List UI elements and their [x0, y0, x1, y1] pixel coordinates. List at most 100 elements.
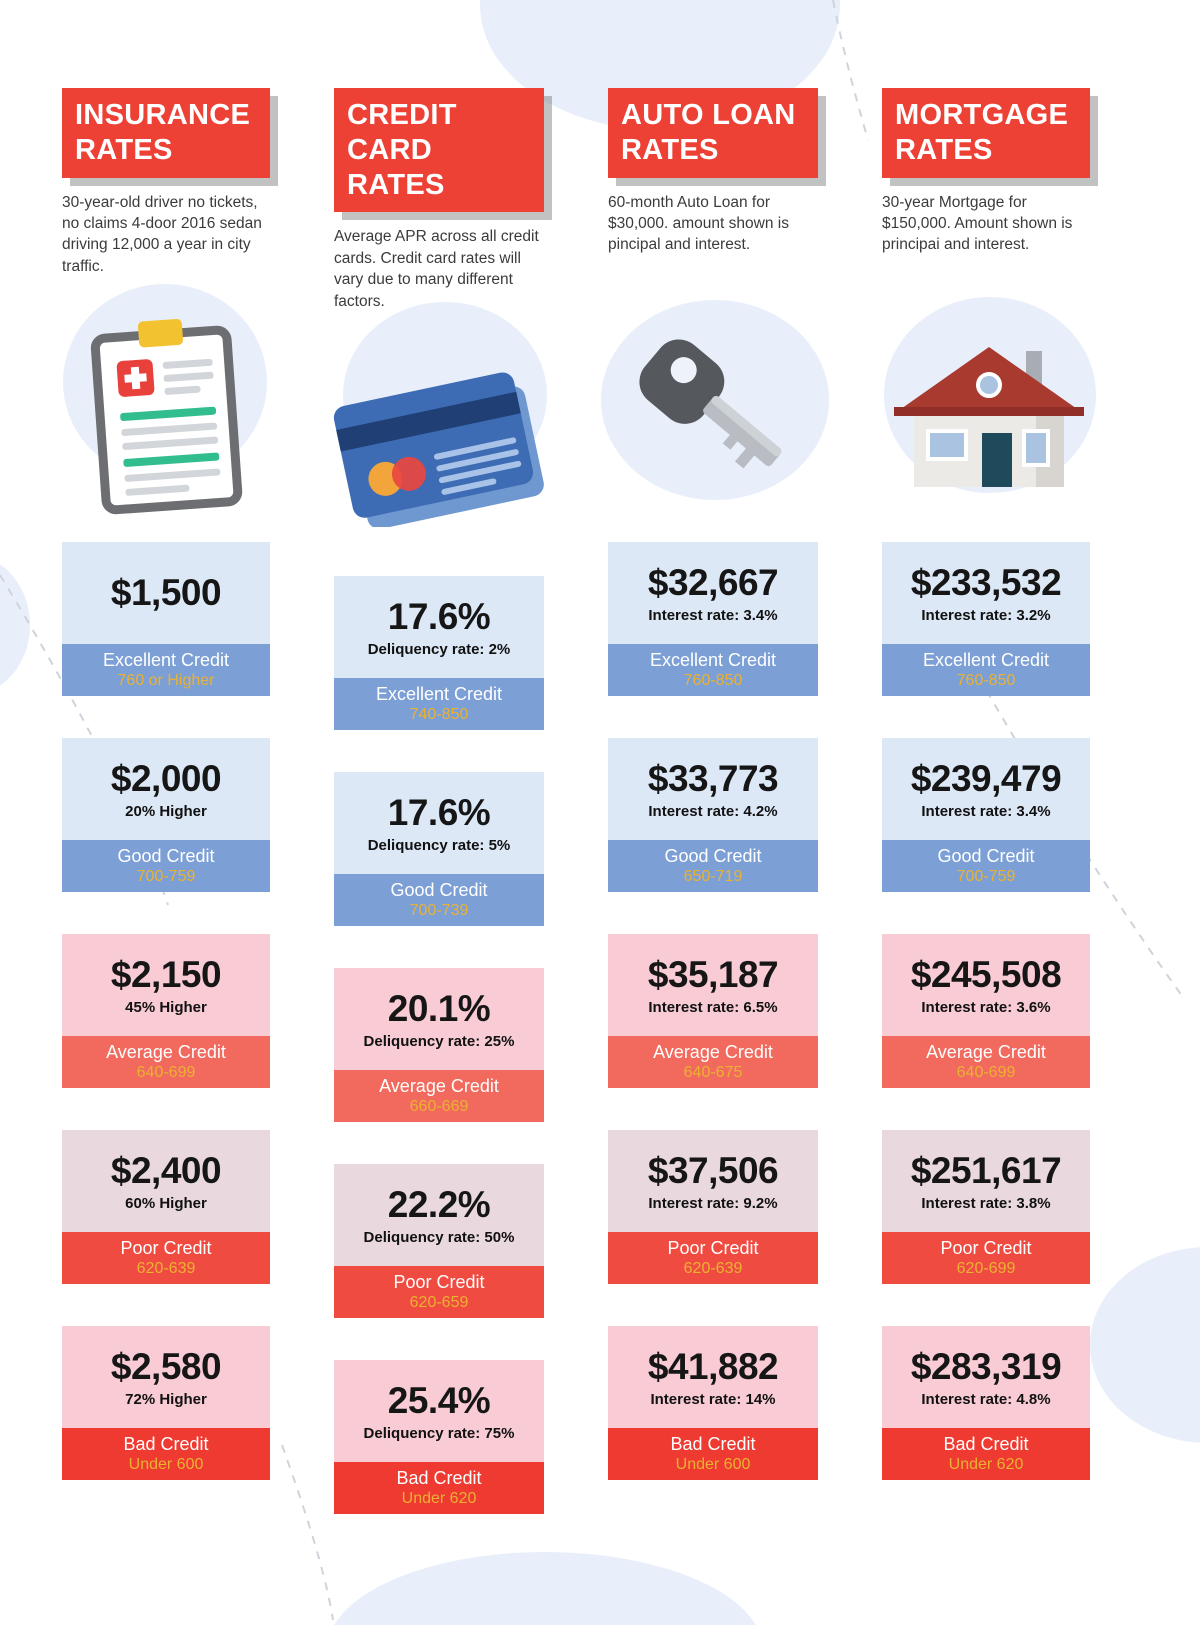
tier-score-range: 620-639 [683, 1259, 743, 1277]
tier-subtext: Interest rate: 3.2% [921, 606, 1051, 624]
tier-good: 17.6% Deliquency rate: 5% Good Credit 70… [334, 772, 544, 927]
car-key-icon [623, 323, 803, 503]
tier-band: Average Credit 640-699 [62, 1035, 270, 1088]
credit-card-icon [332, 367, 547, 530]
tier-value: $245,508 [910, 953, 1062, 995]
insurance-description: 30-year-old driver no tickets, no claims… [62, 193, 262, 275]
tier-value-card: 17.6% Deliquency rate: 5% [334, 772, 544, 875]
tier-value: $251,617 [910, 1149, 1062, 1191]
tier-name: Average Credit [653, 1041, 773, 1062]
tier-value-card: 17.6% Deliquency rate: 2% [334, 576, 544, 679]
tier-value: $283,319 [910, 1345, 1062, 1387]
mortgage-header: MORTGAGE RATES [882, 88, 1090, 178]
tier-value-card: $33,773 Interest rate: 4.2% [608, 737, 818, 840]
tier-band: Good Credit 700-739 [334, 874, 544, 927]
clipboard-report-icon [86, 310, 246, 515]
tier-name: Bad Credit [943, 1433, 1029, 1454]
tier-score-range: 640-699 [956, 1063, 1016, 1081]
tier-value: $33,773 [647, 757, 779, 799]
tier-value: 17.6% [387, 792, 491, 834]
tier-band: Good Credit 700-759 [882, 839, 1090, 892]
tier-value-card: $41,882 Interest rate: 14% [608, 1325, 818, 1428]
tier-name: Excellent Credit [649, 649, 777, 670]
tier-value-card: $2,150 45% Higher [62, 933, 270, 1036]
header-title-line1: AUTO LOAN [621, 99, 796, 131]
tier-name: Average Credit [106, 1041, 226, 1062]
credit-card-description: Average APR across all credit cards. Cre… [334, 228, 539, 310]
tier-value-card: 25.4% Deliquency rate: 75% [334, 1360, 544, 1463]
tier-subtext: Deliquency rate: 50% [363, 1229, 515, 1247]
tier-band: Poor Credit 620-639 [62, 1231, 270, 1284]
tier-name: Bad Credit [670, 1433, 756, 1454]
tier-score-range: 620-639 [136, 1259, 196, 1277]
tier-good: $2,000 20% Higher Good Credit 700-759 [62, 737, 270, 892]
tier-name: Excellent Credit [375, 684, 503, 705]
tier-score-range: 700-739 [409, 902, 469, 920]
tier-band: Bad Credit Under 620 [882, 1427, 1090, 1480]
tier-value-card: $35,187 Interest rate: 6.5% [608, 933, 818, 1036]
tier-value: 20.1% [387, 988, 491, 1030]
tier-band: Excellent Credit 760-850 [882, 643, 1090, 696]
tier-name: Bad Credit [396, 1468, 482, 1489]
mortgage-description: 30-year Mortgage for $150,000. Amount sh… [882, 193, 1073, 254]
tier-band: Bad Credit Under 600 [608, 1427, 818, 1480]
tier-value: $2,400 [110, 1149, 222, 1191]
tier-score-range: Under 600 [128, 1455, 204, 1473]
tier-poor: $251,617 Interest rate: 3.8% Poor Credit… [882, 1129, 1090, 1284]
tier-value: $233,532 [910, 561, 1062, 603]
tier-band: Excellent Credit 740-850 [334, 678, 544, 731]
credit-card-tiers: 17.6% Deliquency rate: 2% Excellent Cred… [334, 576, 544, 1515]
tier-value: $2,000 [110, 757, 222, 799]
tier-subtext: 20% Higher [125, 802, 207, 820]
tier-bad: 25.4% Deliquency rate: 75% Bad Credit Un… [334, 1360, 544, 1515]
tier-poor: 22.2% Deliquency rate: 50% Poor Credit 6… [334, 1164, 544, 1319]
tier-subtext: Interest rate: 4.8% [921, 1390, 1051, 1408]
tier-average: $2,150 45% Higher Average Credit 640-699 [62, 933, 270, 1088]
auto-loan-tiers: $32,667 Interest rate: 3.4% Excellent Cr… [608, 541, 818, 1480]
tier-name: Excellent Credit [922, 649, 1050, 670]
header-title-line2: RATES [347, 168, 445, 201]
auto-loan-icon-zone [608, 284, 818, 542]
tier-score-range: 620-699 [956, 1259, 1016, 1277]
tier-subtext: 72% Higher [125, 1390, 207, 1408]
tier-value: $1,500 [110, 571, 222, 613]
tier-name: Poor Credit [120, 1237, 212, 1258]
auto-loan-header: AUTO LOAN RATES [608, 88, 818, 178]
header-title-line1: CREDIT CARD [347, 99, 457, 166]
tier-name: Average Credit [379, 1076, 499, 1097]
tier-good: $33,773 Interest rate: 4.2% Good Credit … [608, 737, 818, 892]
column-insurance: INSURANCE RATES 30-year-old driver no ti… [62, 88, 270, 1556]
auto-loan-description: 60-month Auto Loan for $30,000. amount s… [608, 193, 789, 254]
tier-band: Excellent Credit 760 or Higher [62, 643, 270, 696]
tier-subtext: Interest rate: 9.2% [648, 1194, 778, 1212]
tier-name: Excellent Credit [102, 649, 230, 670]
tier-score-range: 650-719 [683, 867, 743, 885]
tier-score-range: Under 600 [675, 1455, 751, 1473]
tier-name: Good Credit [937, 845, 1035, 866]
mortgage-tiers: $233,532 Interest rate: 3.2% Excellent C… [882, 541, 1090, 1480]
tier-band: Good Credit 700-759 [62, 839, 270, 892]
tier-average: $245,508 Interest rate: 3.6% Average Cre… [882, 933, 1090, 1088]
mortgage-icon-zone [882, 284, 1090, 542]
tier-subtext: Deliquency rate: 5% [367, 837, 511, 855]
tier-subtext: Interest rate: 6.5% [648, 998, 778, 1016]
tier-subtext: Interest rate: 14% [650, 1390, 776, 1408]
tier-poor: $2,400 60% Higher Poor Credit 620-639 [62, 1129, 270, 1284]
tier-subtext: Interest rate: 3.4% [648, 606, 778, 624]
tier-band: Poor Credit 620-699 [882, 1231, 1090, 1284]
insurance-icon-zone [62, 284, 270, 542]
tier-subtext: Interest rate: 3.4% [921, 802, 1051, 820]
tier-value: 17.6% [387, 596, 491, 638]
tier-band: Poor Credit 620-659 [334, 1266, 544, 1319]
tier-score-range: 760-850 [956, 671, 1016, 689]
header-title-line2: RATES [75, 133, 173, 166]
tier-name: Average Credit [926, 1041, 1046, 1062]
tier-score-range: 700-759 [956, 867, 1016, 885]
blob-bottom-center [334, 1552, 756, 1625]
tier-subtext: Deliquency rate: 2% [367, 641, 511, 659]
tier-name: Good Credit [664, 845, 762, 866]
tier-name: Bad Credit [123, 1433, 209, 1454]
credit-card-icon-zone [332, 318, 547, 576]
tier-subtext: Deliquency rate: 25% [363, 1033, 515, 1051]
tier-value-card: $37,506 Interest rate: 9.2% [608, 1129, 818, 1232]
